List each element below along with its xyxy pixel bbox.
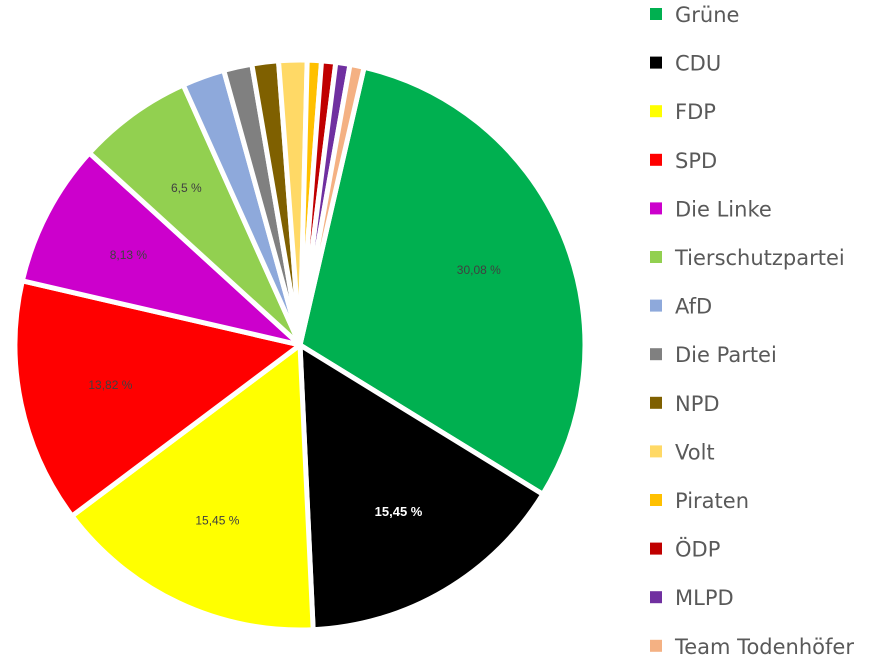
legend-swatch (650, 445, 662, 458)
pie-slice-team-todenhoefer (297, 61, 367, 348)
legend-item-afd: AfD (650, 295, 712, 319)
legend-item-tierschutzpartei: Tierschutzpartei (650, 246, 845, 270)
legend-swatch (650, 8, 662, 20)
legend-label: Team Todenhöfer (674, 635, 854, 658)
pie-slice-cdu (297, 342, 546, 633)
legend-swatch (650, 396, 662, 409)
legend-label: CDU (675, 52, 721, 76)
legend-label: SPD (675, 149, 717, 173)
legend-label: AfD (675, 295, 712, 319)
legend-swatch (650, 591, 662, 604)
legend-swatch (650, 348, 662, 361)
legend-item-die-linke: Die Linke (650, 197, 772, 221)
legend-item-team-todenhoefer: Team Todenhöfer (650, 635, 854, 658)
legend-swatch (650, 494, 662, 506)
data-labels: 30,08 % 15,45 % 15,45 % 13,82 % 8,13 % 6,5 % (88, 181, 501, 527)
legend-label: ÖDP (675, 537, 720, 562)
legend-swatch (650, 202, 662, 215)
legend-item-cdu: CDU (650, 52, 721, 76)
legend-item-gruene: Grüne (650, 3, 739, 27)
legend-item-volt: Volt (650, 440, 715, 464)
legend-label: MLPD (675, 586, 734, 610)
legend-swatch (650, 299, 662, 312)
pie-slice-die-linke (19, 150, 303, 348)
legend-label: FDP (675, 100, 716, 124)
legend-item-die-partei: Die Partei (650, 343, 777, 367)
legend-item-piraten: Piraten (650, 489, 749, 513)
legend-label: NPD (675, 392, 720, 416)
data-label-gruene: 30,08 % (457, 263, 501, 277)
data-label-spd: 13,82 % (88, 378, 132, 392)
data-label-cdu: 15,45 % (375, 504, 423, 519)
pie-slices (12, 57, 588, 633)
legend-label: Die Linke (675, 197, 772, 221)
legend-item-fdp: FDP (650, 100, 716, 124)
data-label-fdp: 15,45 % (195, 513, 239, 527)
data-label-tierschutzpartei: 6,5 % (171, 181, 202, 195)
legend-label: Die Partei (675, 343, 777, 367)
legend-label: Volt (675, 440, 715, 464)
legend-swatch (650, 542, 662, 555)
legend-swatch (650, 153, 662, 166)
legend-label: Tierschutzpartei (674, 246, 845, 270)
legend-item-spd: SPD (650, 149, 717, 173)
legend-label: Grüne (675, 3, 739, 27)
legend-swatch (650, 105, 662, 118)
legend-swatch (650, 639, 662, 652)
legend-swatch (650, 56, 662, 69)
legend-item-npd: NPD (650, 392, 720, 416)
pie-slice-spd (12, 278, 303, 519)
legend-swatch (650, 251, 662, 263)
legend-item-oedp: ÖDP (650, 537, 720, 562)
legend-item-mlpd: MLPD (650, 586, 734, 610)
data-label-die-linke: 8,13 % (110, 248, 148, 262)
legend: Grüne CDU FDP SPD Die Linke Tierschutzpartei A… (650, 3, 854, 658)
pie-slice-fdp (69, 342, 316, 633)
legend-label: Piraten (675, 489, 749, 513)
